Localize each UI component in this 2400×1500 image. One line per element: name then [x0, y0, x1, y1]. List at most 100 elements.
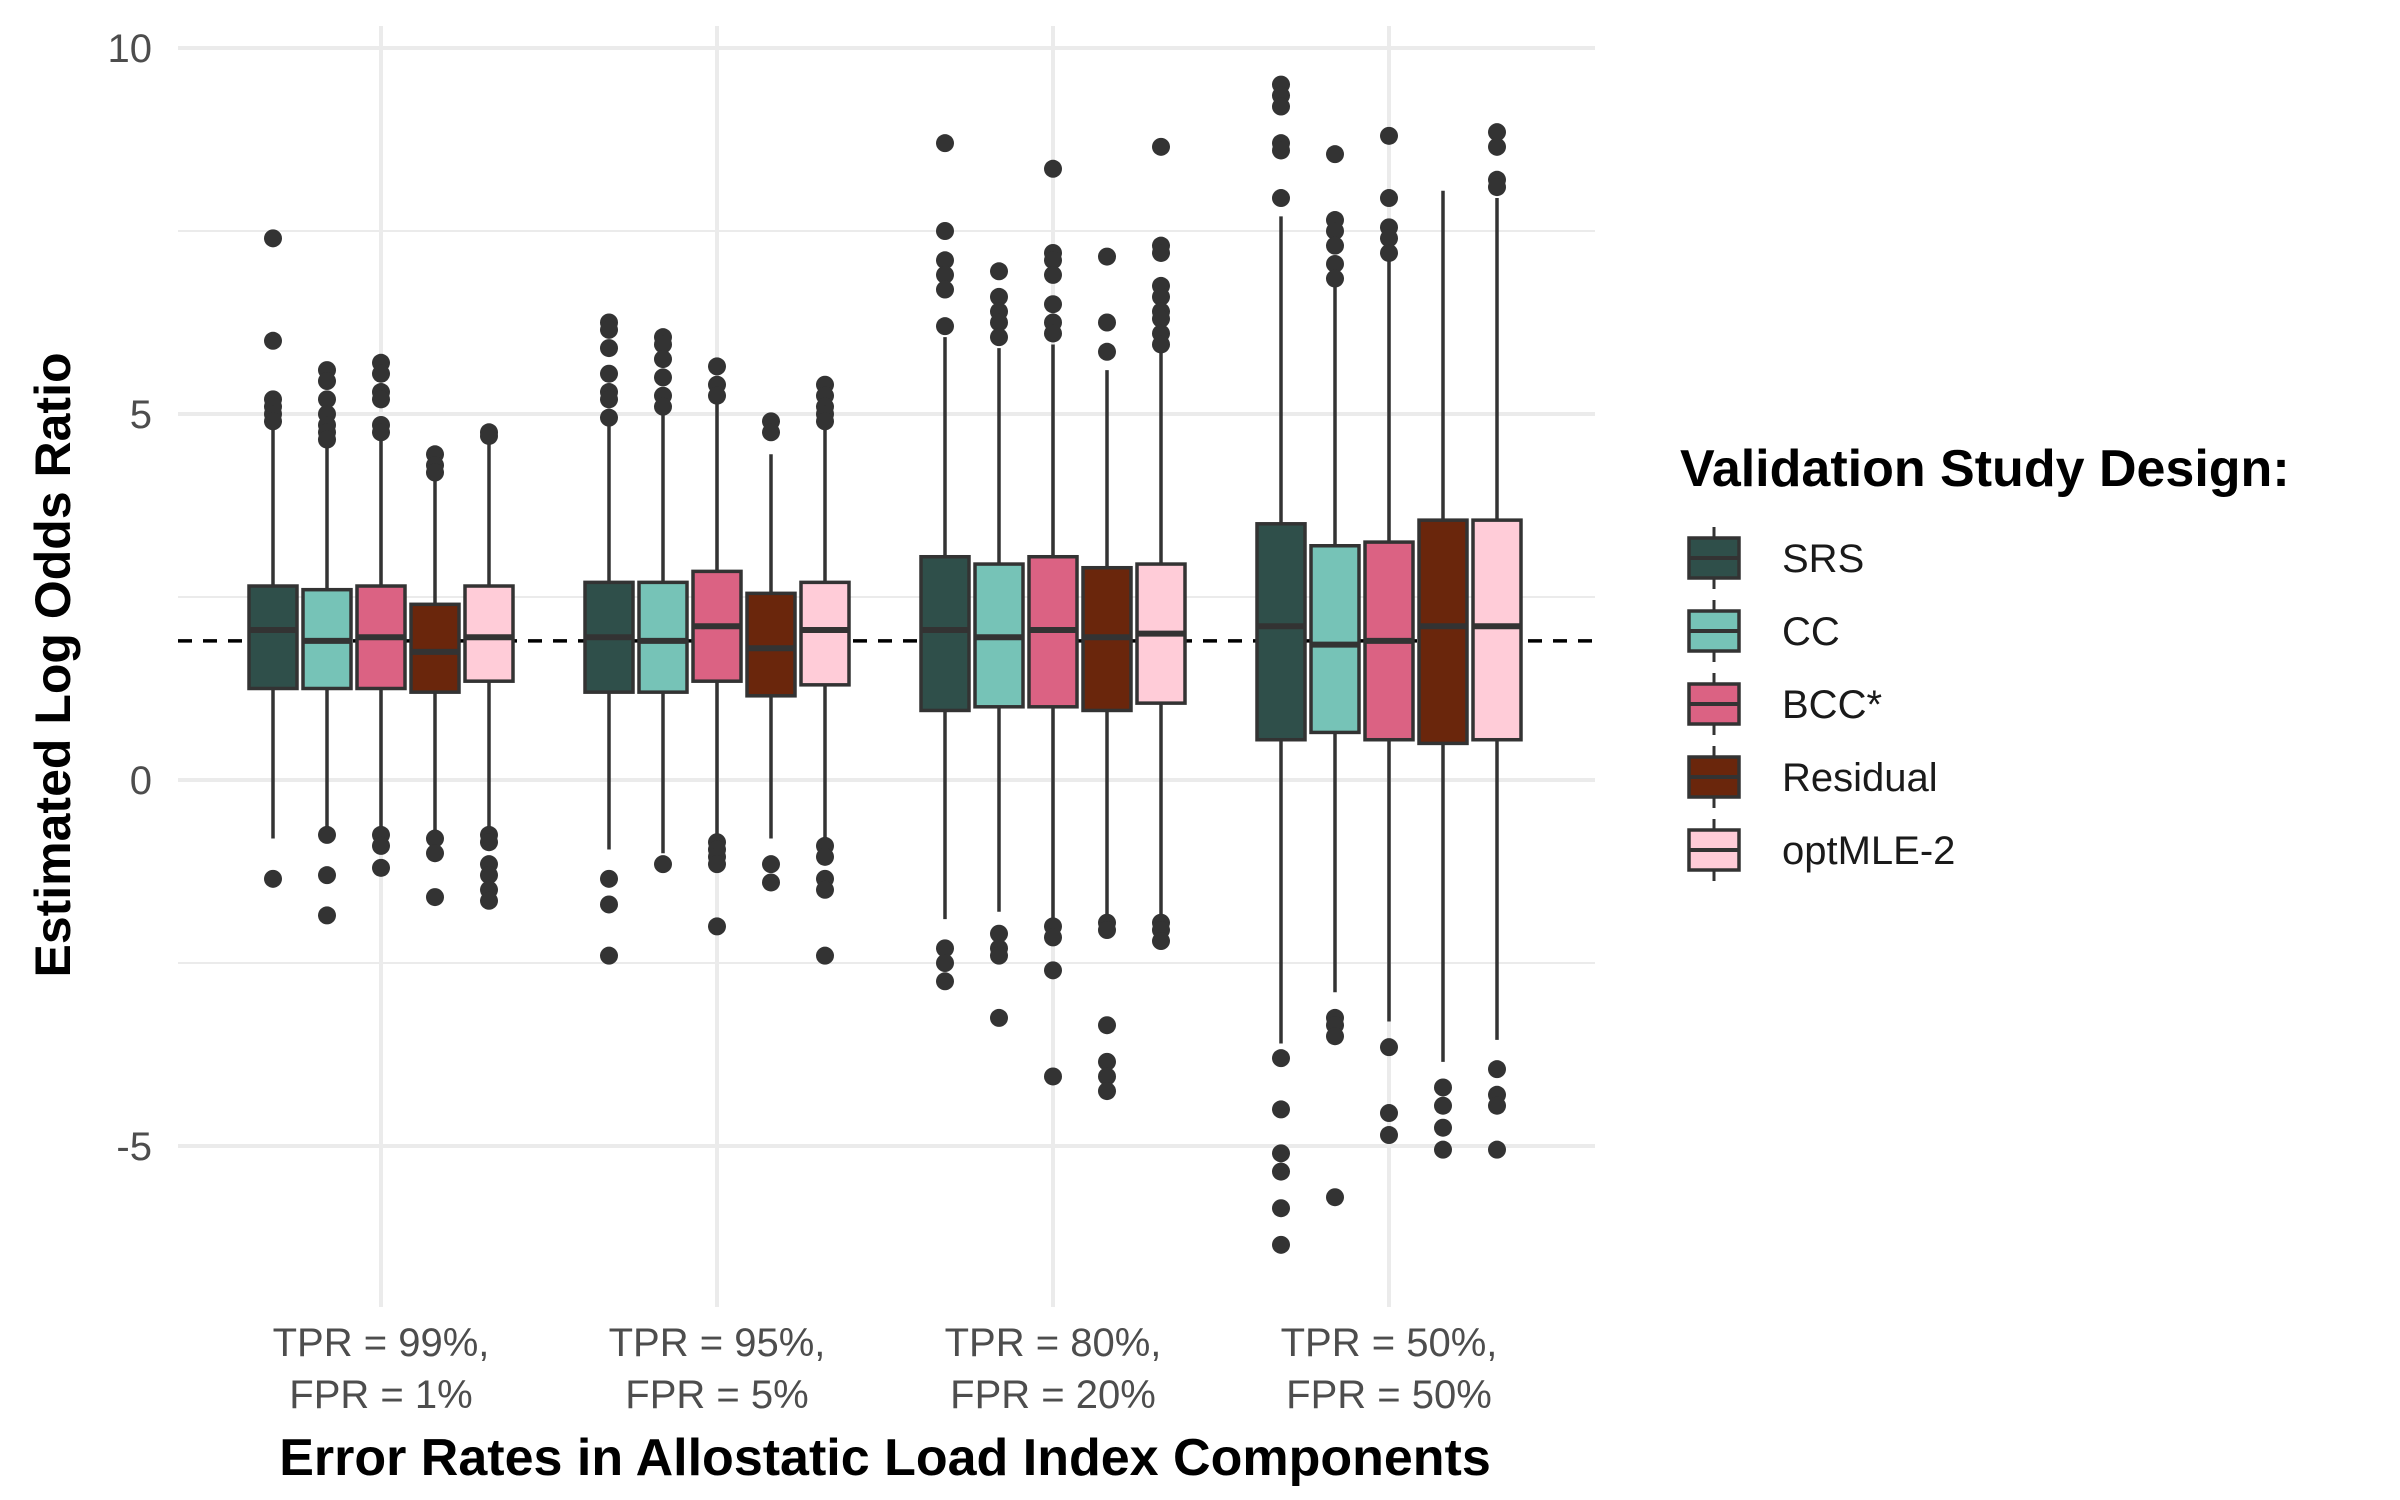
outlier-point — [708, 917, 726, 936]
outlier-point — [600, 869, 618, 888]
outlier-point — [1326, 254, 1344, 273]
y-axis-title: Estimated Log Odds Ratio — [25, 352, 81, 977]
outlier-point — [372, 858, 390, 877]
legend-item: optMLE-2 — [1687, 819, 1955, 881]
box-residual — [745, 412, 797, 892]
legend-label: optMLE-2 — [1782, 829, 1955, 873]
outlier-point — [1488, 123, 1506, 142]
outlier-point — [816, 412, 834, 431]
legend-title: Validation Study Design: — [1680, 440, 2290, 498]
outlier-point — [990, 287, 1008, 306]
outlier-point — [264, 331, 282, 350]
box-layer — [247, 75, 1523, 1254]
legend-item: SRS — [1687, 527, 1864, 589]
outlier-point — [1434, 1096, 1452, 1115]
iqr-box — [247, 584, 299, 691]
outlier-point — [264, 869, 282, 888]
x-tick-labels: TPR = 99%, FPR = 1% TPR = 95%, FPR = 5% TPR … — [273, 1321, 1498, 1417]
box-optmle2 — [1135, 137, 1187, 951]
outlier-point — [426, 888, 444, 907]
legend-label: Residual — [1782, 756, 1938, 800]
x-axis-title: Error Rates in Allostatic Load Index Com… — [279, 1429, 1491, 1487]
outlier-point — [600, 320, 618, 339]
box-srs — [247, 229, 299, 888]
outlier-point — [1098, 1067, 1116, 1086]
outlier-point — [318, 372, 336, 391]
outlier-point — [372, 364, 390, 383]
box-cc — [637, 328, 689, 874]
outlier-point — [318, 866, 336, 885]
outlier-point — [1152, 137, 1170, 156]
iqr-box — [919, 554, 971, 713]
outlier-point — [1044, 324, 1062, 343]
outlier-point — [1380, 243, 1398, 262]
outlier-point — [1272, 1100, 1290, 1119]
outlier-point — [1272, 1199, 1290, 1218]
outlier-point — [318, 906, 336, 925]
outlier-point — [1044, 928, 1062, 947]
outlier-point — [1326, 222, 1344, 240]
outlier-point — [762, 873, 780, 892]
outlier-point — [318, 825, 336, 844]
outlier-point — [654, 855, 672, 874]
outlier-point — [1434, 1140, 1452, 1159]
outlier-point — [936, 972, 954, 991]
outlier-point — [654, 335, 672, 354]
outlier-point — [600, 946, 618, 965]
outlier-point — [1380, 1126, 1398, 1145]
outlier-point — [1326, 145, 1344, 164]
outlier-point — [600, 339, 618, 358]
x-tick-label-line2: FPR = 50% — [1286, 1373, 1492, 1417]
outlier-point — [1098, 1052, 1116, 1071]
box-optmle2 — [799, 375, 851, 965]
outlier-point — [1380, 1038, 1398, 1057]
outlier-point — [1488, 137, 1506, 156]
outlier-point — [654, 397, 672, 416]
iqr-box — [409, 602, 461, 694]
outlier-point — [1488, 1140, 1506, 1159]
outlier-point — [600, 364, 618, 383]
outlier-point — [426, 829, 444, 848]
outlier-point — [1098, 247, 1116, 266]
outlier-point — [990, 946, 1008, 965]
iqr-box — [1255, 522, 1307, 742]
outlier-point — [936, 954, 954, 972]
box-bcc — [1363, 126, 1415, 1145]
x-tick-label-line1: TPR = 50%, — [1281, 1321, 1498, 1365]
box-cc — [1309, 145, 1361, 1207]
outlier-point — [1098, 1082, 1116, 1101]
outlier-point — [936, 317, 954, 336]
iqr-box — [637, 580, 689, 694]
box-bcc — [691, 357, 743, 936]
outlier-point — [708, 386, 726, 405]
outlier-point — [936, 280, 954, 299]
outlier-point — [816, 880, 834, 899]
outlier-point — [1326, 1027, 1344, 1046]
outlier-point — [1044, 159, 1062, 178]
box-residual — [1081, 247, 1133, 1101]
box-optmle2 — [463, 423, 515, 910]
y-tick-labels: 10 5 0 -5 — [108, 27, 153, 1169]
outlier-point — [762, 855, 780, 874]
outlier-point — [708, 855, 726, 874]
iqr-box — [745, 591, 797, 698]
outlier-point — [1380, 189, 1398, 208]
outlier-point — [1044, 295, 1062, 314]
outlier-point — [318, 430, 336, 449]
outlier-point — [1098, 313, 1116, 332]
legend-label: CC — [1782, 610, 1840, 654]
outlier-point — [480, 866, 498, 885]
outlier-point — [708, 357, 726, 376]
outlier-point — [1380, 126, 1398, 145]
outlier-point — [426, 844, 444, 863]
iqr-box — [1309, 544, 1361, 735]
outlier-point — [1152, 243, 1170, 262]
outlier-point — [990, 1008, 1008, 1027]
x-tick-label-line2: FPR = 20% — [950, 1373, 1156, 1417]
outlier-point — [1380, 229, 1398, 248]
x-tick-label-line1: TPR = 80%, — [945, 1321, 1162, 1365]
legend-item: Residual — [1687, 746, 1938, 808]
outlier-point — [372, 836, 390, 855]
y-tick-label: 10 — [108, 27, 153, 71]
outlier-point — [426, 463, 444, 482]
